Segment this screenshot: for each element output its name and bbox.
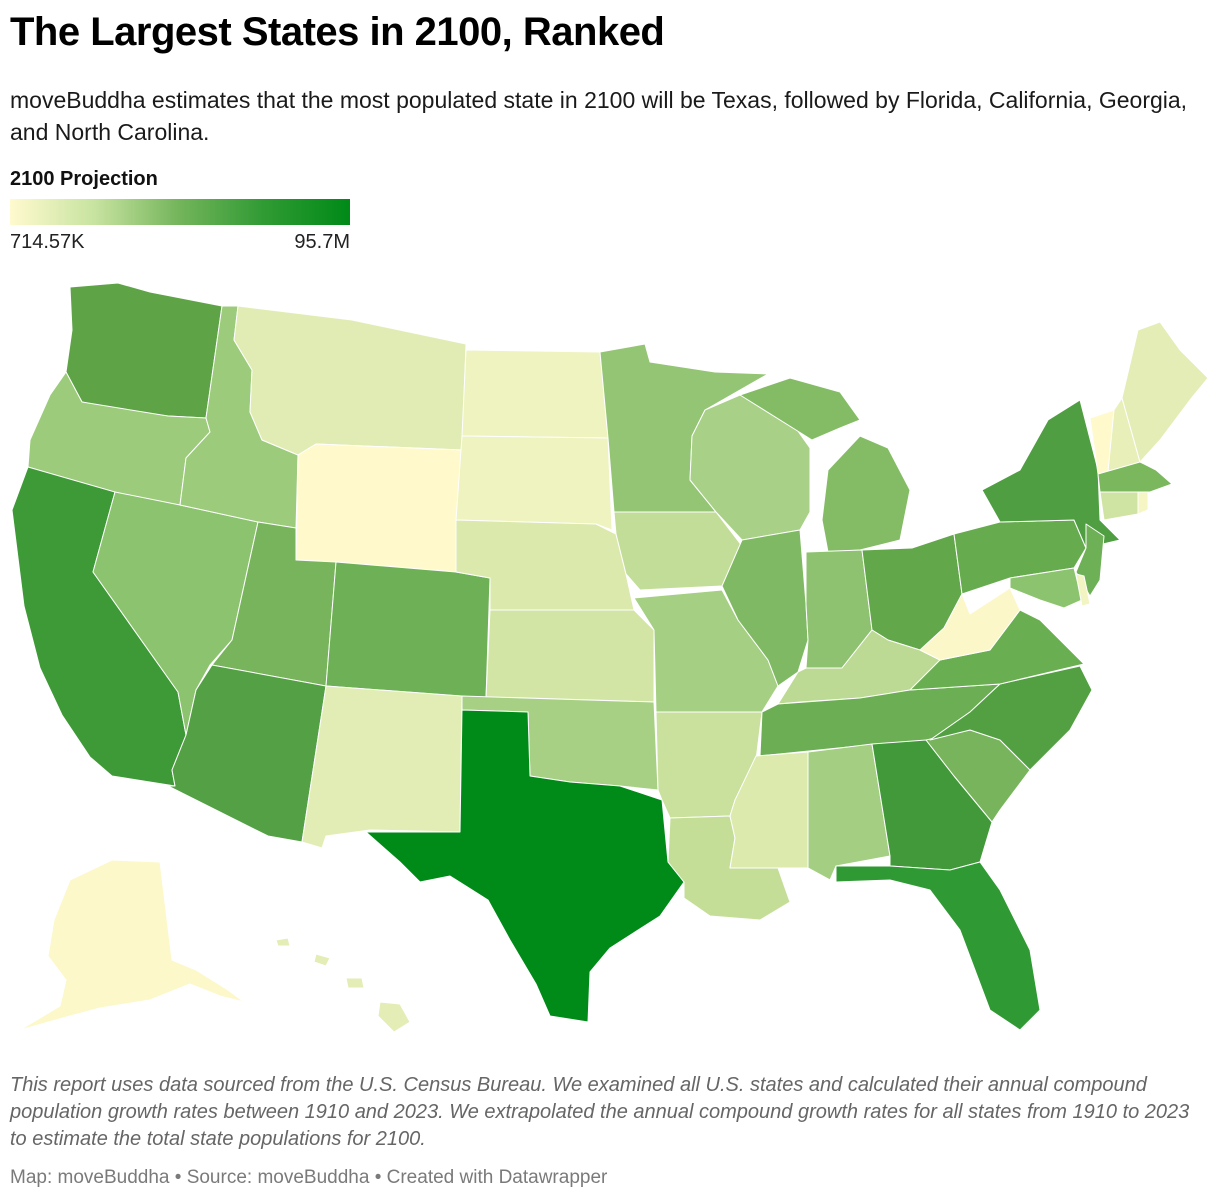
state-south-dakota[interactable] <box>455 435 613 531</box>
state-west-virginia[interactable] <box>919 587 1021 661</box>
legend-max-label: 95.7M <box>294 231 350 253</box>
state-delaware[interactable] <box>1075 573 1091 607</box>
state-alaska[interactable] <box>19 859 245 1031</box>
legend-min-label: 714.57K <box>10 231 85 253</box>
state-texas[interactable] <box>365 709 685 1023</box>
state-connecticut[interactable] <box>1099 491 1139 521</box>
us-choropleth-map <box>0 270 1220 1060</box>
color-legend: 2100 Projection 714.57K 95.7M <box>10 168 350 254</box>
state-north-carolina[interactable] <box>929 665 1093 771</box>
state-florida[interactable] <box>835 861 1041 1031</box>
byline: Map: moveBuddha • Source: moveBuddha • C… <box>10 1167 608 1188</box>
state-maine[interactable] <box>1121 321 1209 463</box>
state-washington[interactable] <box>65 282 223 419</box>
state-illinois[interactable] <box>721 529 809 687</box>
state-iowa[interactable] <box>613 511 743 591</box>
legend-labels: 714.57K 95.7M <box>10 231 350 254</box>
state-rhode-island[interactable] <box>1137 491 1149 515</box>
state-kansas[interactable] <box>485 609 655 703</box>
legend-gradient-bar <box>10 199 350 225</box>
state-maryland[interactable] <box>1009 567 1083 609</box>
methodology-note: This report uses data sourced from the U… <box>10 1074 1190 1150</box>
state-michigan[interactable] <box>739 377 911 553</box>
state-wyoming[interactable] <box>295 443 463 573</box>
state-north-dakota[interactable] <box>461 349 609 439</box>
us-map-svg <box>11 282 1209 1033</box>
map-subtitle: moveBuddha estimates that the most popul… <box>10 87 1188 145</box>
state-new-york[interactable] <box>981 399 1121 549</box>
state-new-mexico[interactable] <box>301 685 463 849</box>
state-hawaii[interactable] <box>275 937 411 1033</box>
state-montana[interactable] <box>233 305 467 456</box>
legend-title: 2100 Projection <box>10 168 158 190</box>
map-title: The Largest States in 2100, Ranked <box>10 10 665 54</box>
state-colorado[interactable] <box>325 561 491 699</box>
